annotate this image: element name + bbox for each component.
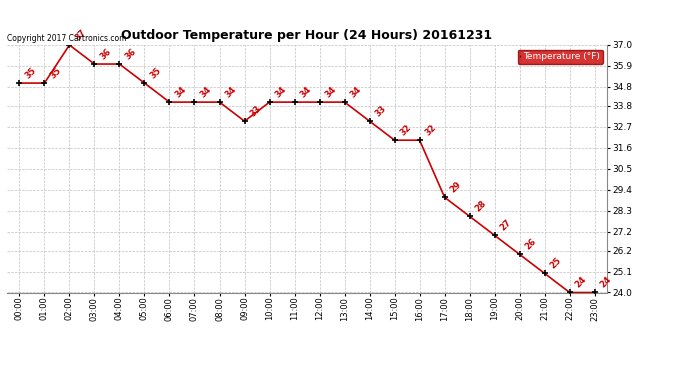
Text: 34: 34: [199, 85, 213, 99]
Text: 34: 34: [224, 85, 238, 99]
Text: 33: 33: [248, 104, 263, 118]
Text: 28: 28: [474, 199, 489, 214]
Text: 35: 35: [48, 66, 63, 80]
Text: 26: 26: [524, 237, 538, 252]
Text: 32: 32: [424, 123, 438, 137]
Text: 34: 34: [274, 85, 288, 99]
Text: 36: 36: [124, 46, 138, 61]
Text: 34: 34: [299, 85, 313, 99]
Text: 35: 35: [148, 66, 164, 80]
Text: 34: 34: [174, 85, 188, 99]
Text: 36: 36: [99, 46, 113, 61]
Text: 34: 34: [348, 85, 364, 99]
Text: 29: 29: [448, 180, 464, 195]
Text: 34: 34: [324, 85, 338, 99]
Legend: Temperature (°F): Temperature (°F): [518, 50, 602, 64]
Text: 24: 24: [599, 275, 613, 290]
Text: Copyright 2017 Cartronics.com: Copyright 2017 Cartronics.com: [7, 33, 126, 42]
Text: 37: 37: [74, 28, 88, 42]
Text: 35: 35: [23, 66, 38, 80]
Text: 33: 33: [374, 104, 388, 118]
Text: 25: 25: [549, 256, 564, 271]
Text: 24: 24: [574, 275, 589, 290]
Text: 27: 27: [499, 218, 513, 232]
Title: Outdoor Temperature per Hour (24 Hours) 20161231: Outdoor Temperature per Hour (24 Hours) …: [121, 30, 493, 42]
Text: 32: 32: [399, 123, 413, 137]
